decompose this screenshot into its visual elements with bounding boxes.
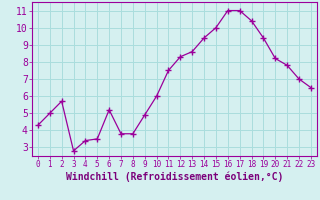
X-axis label: Windchill (Refroidissement éolien,°C): Windchill (Refroidissement éolien,°C)	[66, 172, 283, 182]
